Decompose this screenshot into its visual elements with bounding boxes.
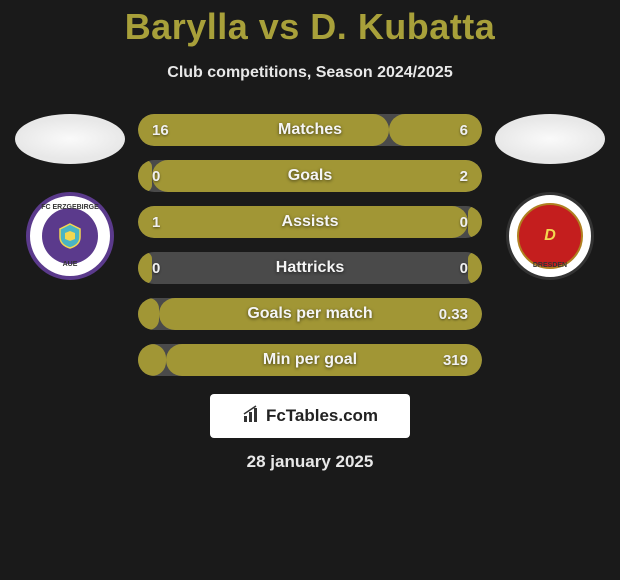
stat-value-left: 1 (152, 214, 160, 231)
stat-bar-left (138, 298, 159, 330)
stat-value-right: 0.33 (439, 306, 468, 323)
crest-right-letter: D (544, 227, 556, 245)
stat-bar-left (138, 160, 152, 192)
player-right-column: D DRESDEN (490, 114, 610, 280)
stat-value-left: 16 (152, 122, 169, 139)
stat-row: 16 Matches 6 (138, 114, 482, 146)
stat-value-right: 0 (460, 214, 468, 231)
stat-value-right: 0 (460, 260, 468, 277)
crest-right-city: DRESDEN (533, 262, 567, 269)
crest-left-text-top: FC ERZGEBIRGE (41, 204, 99, 211)
team-crest-right: D DRESDEN (506, 192, 594, 280)
attribution-text: FcTables.com (266, 406, 378, 426)
player-left-photo (15, 114, 125, 164)
stat-label: Hattricks (276, 259, 344, 277)
player-left-column: FC ERZGEBIRGE AUE (10, 114, 130, 280)
stat-row: 0 Hattricks 0 (138, 252, 482, 284)
crest-right-inner: D (517, 203, 583, 269)
stat-bar-left (138, 252, 152, 284)
stat-value-right: 319 (443, 352, 468, 369)
stat-value-left: 0 (152, 168, 160, 185)
stat-bar-left (138, 114, 389, 146)
stat-label: Goals (288, 167, 332, 185)
stat-label: Goals per match (247, 305, 372, 323)
stat-label: Matches (278, 121, 342, 139)
stat-bar-left (138, 344, 166, 376)
chart-icon (242, 404, 262, 429)
stat-value-right: 2 (460, 168, 468, 185)
crest-left-inner (42, 208, 98, 264)
comparison-area: FC ERZGEBIRGE AUE 16 Matches 6 0 Goals 2 1 Assi… (0, 114, 620, 376)
infographic-container: Barylla vs D. Kubatta Club competitions,… (0, 0, 620, 580)
stat-row: 1 Assists 0 (138, 206, 482, 238)
stat-value-left: 0 (152, 260, 160, 277)
attribution-badge: FcTables.com (210, 394, 410, 438)
team-crest-left: FC ERZGEBIRGE AUE (26, 192, 114, 280)
date-footer: 28 january 2025 (247, 452, 374, 472)
stats-column: 16 Matches 6 0 Goals 2 1 Assists 0 0 Hattricks 0 Goa… (130, 114, 490, 376)
subtitle: Club competitions, Season 2024/2025 (167, 64, 452, 82)
stat-value-right: 6 (460, 122, 468, 139)
player-right-photo (495, 114, 605, 164)
page-title: Barylla vs D. Kubatta (125, 6, 496, 48)
stat-bar-right (468, 252, 482, 284)
crest-left-text-bottom: AUE (63, 261, 78, 268)
stat-label: Assists (282, 213, 339, 231)
stat-row: Goals per match 0.33 (138, 298, 482, 330)
stat-bar-right (468, 206, 482, 238)
stat-row: Min per goal 319 (138, 344, 482, 376)
stat-row: 0 Goals 2 (138, 160, 482, 192)
stat-bar-right (389, 114, 482, 146)
crest-left-emblem-icon (55, 221, 85, 251)
stat-label: Min per goal (263, 351, 357, 369)
